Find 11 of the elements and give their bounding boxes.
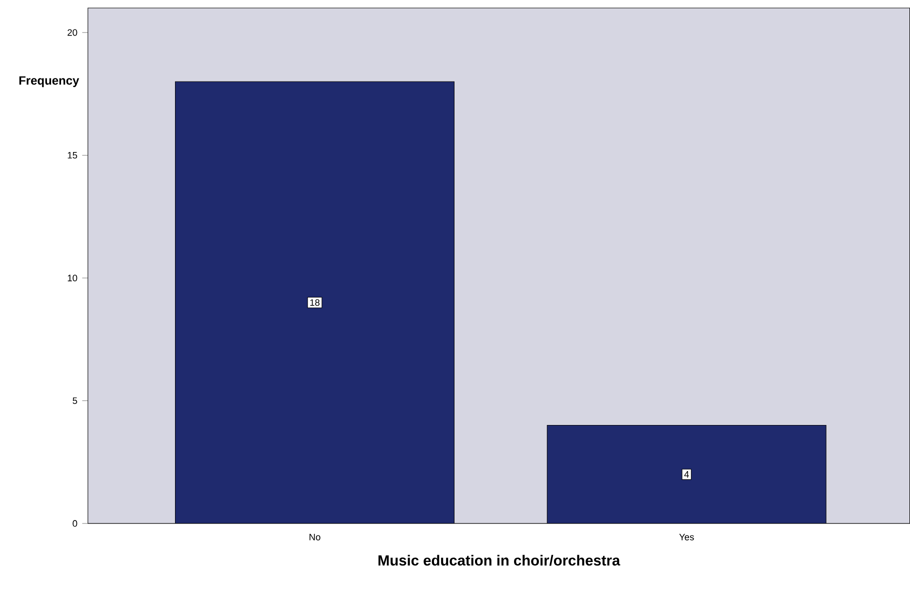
x-tick-label: No xyxy=(310,534,320,540)
y-tick-label: 5 xyxy=(72,397,78,404)
data-label: 18 xyxy=(310,299,320,306)
y-tick-label: 0 xyxy=(72,520,78,527)
y-tick-label: 20 xyxy=(68,29,78,36)
y-axis-title: Frequency xyxy=(19,76,80,87)
data-label: 4 xyxy=(684,470,689,478)
x-axis-title: Music education in choir/orchestra xyxy=(378,554,620,566)
y-tick-label: 10 xyxy=(68,274,78,282)
y-tick-label: 15 xyxy=(68,152,78,158)
x-tick-label: Yes xyxy=(679,534,694,540)
